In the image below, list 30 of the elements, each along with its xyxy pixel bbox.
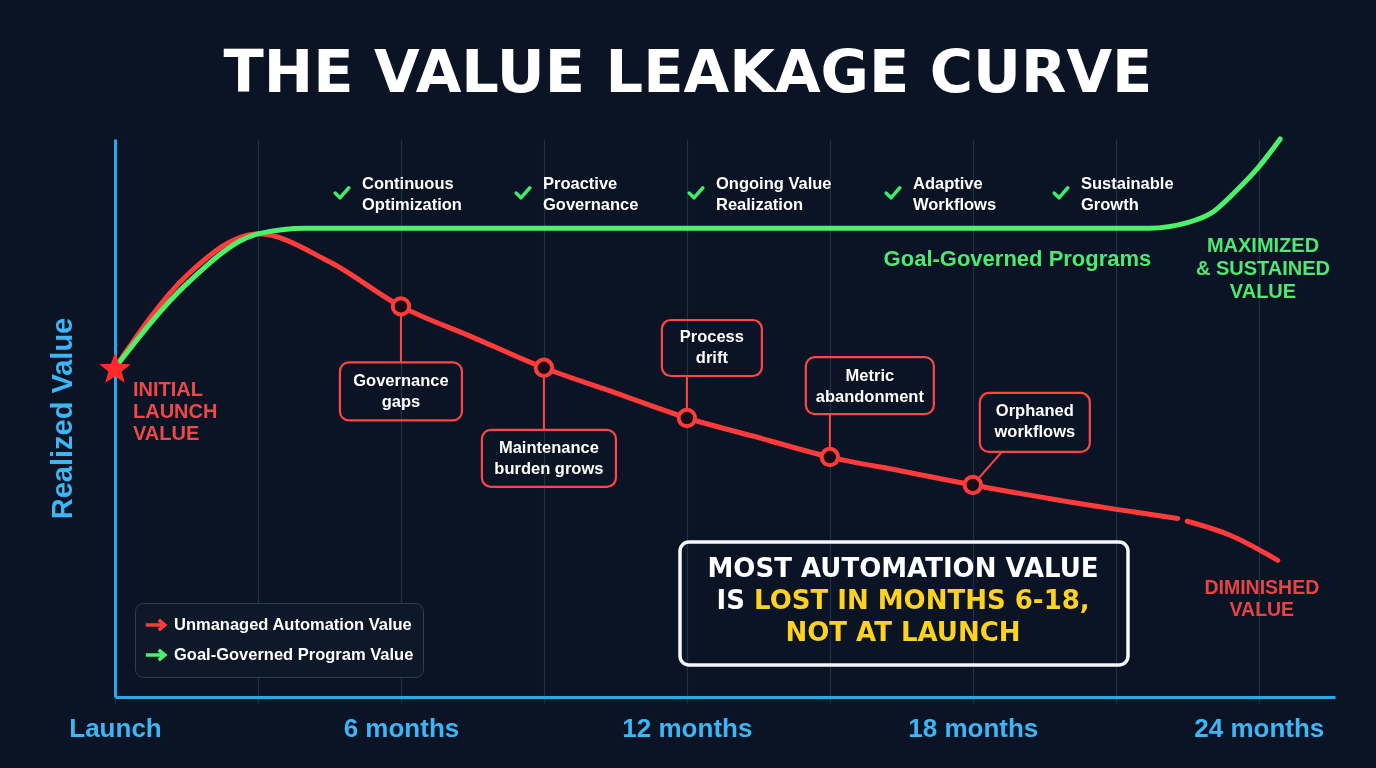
annotation: Continuous Optimization <box>362 174 462 213</box>
point <box>962 474 984 496</box>
annotation: Governance gaps <box>353 371 449 411</box>
point <box>819 446 841 468</box>
annotation: Sustainable Growth <box>1081 174 1174 213</box>
annotation: Proactive Governance <box>543 174 639 213</box>
legend-label: Goal-Governed Program Value <box>174 645 414 663</box>
point <box>99 352 131 383</box>
x-tick-label: 24 months <box>1194 712 1325 743</box>
annotation: Metric abandonment <box>815 366 925 406</box>
x-tick-label: 12 months <box>622 712 753 743</box>
annotation: Process drift <box>679 327 744 366</box>
x-tick-label: Launch <box>69 712 162 743</box>
legend-label: Unmanaged Automation Value <box>174 615 412 633</box>
annotation: Goal-Governed Programs <box>883 246 1152 272</box>
annotation: DIMINISHED VALUE <box>1204 576 1320 621</box>
annotation: Adaptive Workflows <box>913 174 997 213</box>
annotation: MAXIMIZED & SUSTAINED VALUE <box>1195 234 1331 302</box>
annotation: LOST IN MONTHS 6-18, NOT AT LAUNCH <box>754 585 1090 647</box>
annotation: Ongoing Value Realization <box>716 174 832 213</box>
x-tick-label: 18 months <box>908 712 1039 743</box>
point <box>533 357 555 378</box>
x-tick-label: 6 months <box>343 712 460 743</box>
y-axis-title: Realized Value <box>45 317 78 520</box>
chart-title: THE VALUE LEAKAGE CURVE <box>223 37 1153 106</box>
annotation: INITIAL LAUNCH VALUE <box>133 377 218 444</box>
annotation: Maintenance burden grows <box>494 437 604 477</box>
point <box>390 296 412 317</box>
annotation: Orphaned workflows <box>993 400 1076 440</box>
point <box>676 407 698 429</box>
